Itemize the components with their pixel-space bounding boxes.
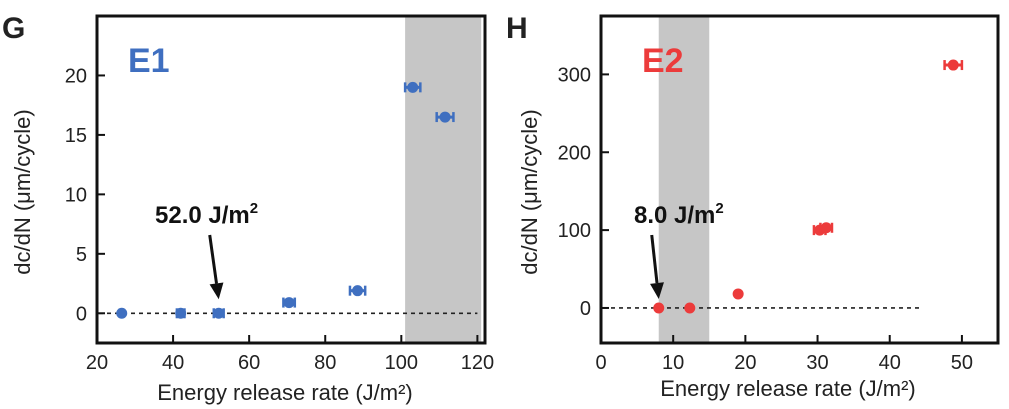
data-point-2 bbox=[212, 307, 225, 319]
y-axis-title: dc/dN (μm/cycle) bbox=[10, 109, 35, 274]
data-point-2 bbox=[732, 288, 744, 300]
data-marker bbox=[407, 81, 419, 93]
data-point-5 bbox=[403, 81, 422, 93]
data-marker bbox=[653, 302, 665, 314]
data-point-6 bbox=[435, 111, 455, 123]
x-axis-title: Energy release rate (J/m²) bbox=[660, 376, 916, 401]
y-axis-title: dc/dN (μm/cycle) bbox=[517, 109, 542, 274]
annotation-text: 8.0 J/m bbox=[634, 202, 715, 229]
shaded-region bbox=[405, 16, 482, 343]
y-tick-label: 100 bbox=[558, 220, 591, 242]
x-tick-label: 20 bbox=[86, 352, 108, 374]
x-tick-label: 50 bbox=[951, 352, 973, 374]
data-marker bbox=[175, 307, 187, 319]
data-point-4 bbox=[819, 222, 834, 234]
data-marker bbox=[732, 288, 744, 300]
data-marker bbox=[352, 285, 364, 297]
data-marker bbox=[116, 307, 128, 319]
y-tick-label: 5 bbox=[76, 244, 87, 266]
x-tick-label: 120 bbox=[461, 352, 494, 374]
x-tick-label: 80 bbox=[314, 352, 336, 374]
y-tick-label: 20 bbox=[65, 65, 87, 87]
plot-frame bbox=[95, 14, 487, 345]
data-marker bbox=[283, 297, 295, 309]
y-tick-label: 200 bbox=[558, 142, 591, 164]
annotation-arrow bbox=[650, 234, 664, 299]
data-point-1 bbox=[684, 302, 696, 314]
x-axis-title: Energy release rate (J/m²) bbox=[157, 380, 413, 405]
y-tick-label: 0 bbox=[76, 303, 87, 325]
data-marker bbox=[947, 59, 959, 71]
x-tick-label: 20 bbox=[734, 352, 756, 374]
data-point-3 bbox=[282, 297, 297, 309]
x-tick-label: 10 bbox=[662, 352, 684, 374]
panel-g: G 20 40 60 80 100 120 0 5 10 15 20 E1 52.0 J/m2 En… bbox=[2, 12, 494, 405]
series-label: E1 bbox=[128, 42, 170, 80]
shaded-region bbox=[658, 16, 710, 343]
annotation-label: 8.0 J/m2 bbox=[634, 200, 724, 229]
y-tick-label: 0 bbox=[580, 298, 591, 320]
x-tick-label: 0 bbox=[595, 352, 606, 374]
data-marker bbox=[439, 111, 451, 123]
x-tick-label: 100 bbox=[385, 352, 418, 374]
annotation-label: 52.0 J/m2 bbox=[155, 200, 258, 229]
annotation-superscript: 2 bbox=[715, 200, 723, 217]
panel-letter: H bbox=[506, 12, 528, 45]
data-point-5 bbox=[943, 59, 964, 71]
annotation-text: 52.0 J/m bbox=[155, 202, 250, 229]
y-tick-label: 300 bbox=[558, 64, 591, 86]
annotation-arrow bbox=[208, 234, 224, 300]
plot-frame bbox=[599, 14, 1000, 345]
annotation-superscript: 2 bbox=[250, 200, 258, 217]
data-point-0 bbox=[116, 307, 128, 319]
y-tick-label: 10 bbox=[65, 184, 87, 206]
x-tick-label: 60 bbox=[238, 352, 260, 374]
data-point-4 bbox=[348, 285, 367, 297]
y-tick-label: 15 bbox=[65, 125, 87, 147]
x-tick-label: 40 bbox=[162, 352, 184, 374]
data-marker bbox=[684, 302, 696, 314]
x-tick-label: 30 bbox=[806, 352, 828, 374]
data-point-1 bbox=[175, 307, 187, 319]
series-label: E2 bbox=[642, 42, 684, 80]
data-marker bbox=[213, 307, 225, 319]
panel-letter: G bbox=[2, 12, 25, 45]
data-marker bbox=[820, 222, 832, 234]
panel-h: H 0 10 20 30 40 50 0 100 200 300 E2 8.0 J/m2 Ener… bbox=[506, 12, 1000, 401]
data-point-0 bbox=[653, 302, 665, 314]
x-tick-label: 40 bbox=[879, 352, 901, 374]
